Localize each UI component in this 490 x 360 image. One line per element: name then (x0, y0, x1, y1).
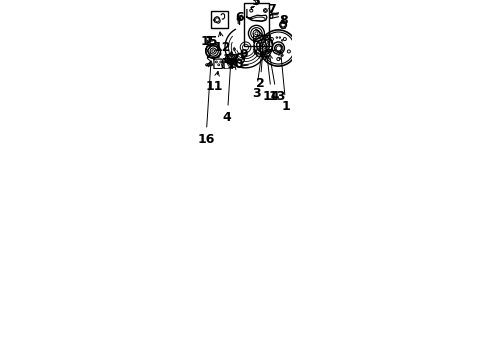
Text: 7: 7 (267, 3, 275, 17)
Text: 9: 9 (239, 48, 248, 61)
Circle shape (258, 48, 259, 50)
Circle shape (264, 50, 266, 52)
Text: 17: 17 (222, 53, 240, 66)
Text: 5: 5 (252, 0, 261, 8)
Circle shape (268, 45, 270, 47)
Text: 13: 13 (268, 54, 286, 103)
Text: 6: 6 (235, 11, 244, 24)
Text: 12: 12 (214, 32, 231, 54)
Text: 14: 14 (263, 55, 280, 103)
Text: 16: 16 (197, 61, 215, 145)
Text: 4: 4 (223, 51, 233, 124)
Text: 10: 10 (226, 58, 244, 71)
Bar (244, 3, 270, 46)
Text: 3: 3 (252, 54, 263, 100)
Text: 1: 1 (279, 51, 291, 113)
Text: 8: 8 (279, 14, 288, 27)
Circle shape (258, 41, 259, 43)
Circle shape (264, 39, 266, 41)
Text: 11: 11 (206, 71, 223, 93)
Text: 15: 15 (200, 35, 218, 49)
Text: 2: 2 (256, 50, 265, 90)
Bar (211, 12, 228, 28)
